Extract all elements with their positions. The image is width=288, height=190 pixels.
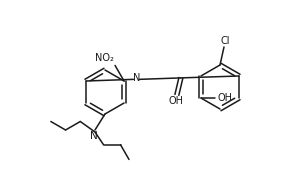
Text: N: N [90, 131, 98, 141]
Text: N: N [133, 73, 140, 83]
Text: Cl: Cl [220, 36, 230, 46]
Text: OH: OH [168, 96, 183, 106]
Text: OH: OH [218, 93, 233, 103]
Text: NO₂: NO₂ [95, 53, 114, 63]
